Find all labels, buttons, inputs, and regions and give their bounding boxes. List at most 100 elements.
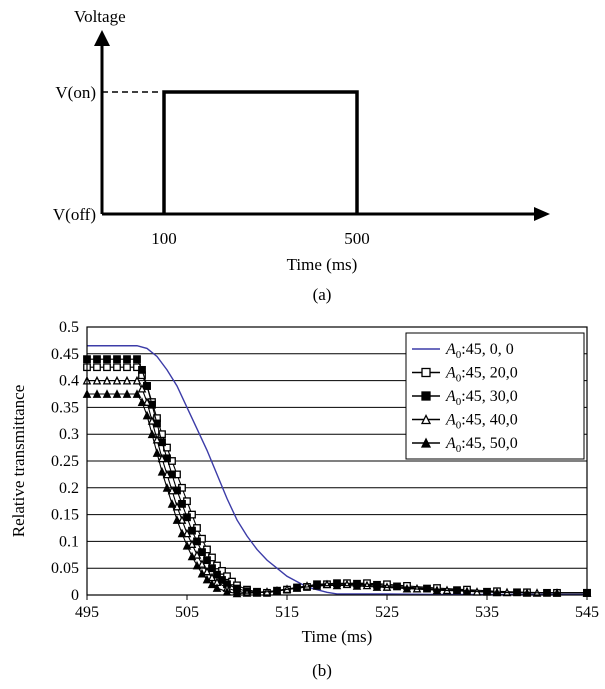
data-point-marker bbox=[113, 363, 121, 372]
data-point-marker bbox=[197, 559, 207, 568]
data-point-marker bbox=[143, 382, 151, 390]
legend-item: A0:45, 30,0 bbox=[412, 388, 518, 408]
data-point-marker bbox=[172, 515, 182, 524]
data-point-marker bbox=[212, 583, 222, 592]
y-tick-label: 0.1 bbox=[59, 533, 79, 550]
data-point-marker bbox=[122, 375, 132, 385]
data-point-marker bbox=[123, 363, 131, 372]
data-point-marker bbox=[157, 453, 167, 463]
x-tick-label: 495 bbox=[75, 604, 99, 621]
legend-label: A0:45, 0, 0 bbox=[445, 341, 514, 361]
data-point-marker bbox=[177, 528, 187, 538]
voltage-pulse-line bbox=[162, 90, 359, 214]
data-point-marker bbox=[137, 383, 147, 393]
data-point-marker bbox=[420, 414, 432, 425]
data-point-marker bbox=[147, 429, 157, 439]
data-point-marker bbox=[352, 581, 362, 590]
data-point-marker bbox=[421, 391, 431, 401]
data-point-marker bbox=[158, 430, 166, 439]
x-tick-label: 505 bbox=[175, 604, 199, 621]
y-tick-label: 0.2 bbox=[59, 480, 79, 497]
voltage-axis-arrow-icon bbox=[94, 30, 110, 46]
y-tick-label: 0.4 bbox=[59, 373, 79, 390]
legend-item: A0:45, 20,0 bbox=[412, 365, 518, 385]
data-point-marker bbox=[93, 363, 101, 372]
series-line bbox=[87, 345, 587, 596]
data-point-marker bbox=[102, 389, 112, 398]
data-point-marker bbox=[393, 582, 401, 591]
data-point-marker bbox=[272, 586, 282, 595]
data-point-marker bbox=[187, 551, 197, 561]
y-tick-label: 0.3 bbox=[59, 426, 79, 443]
data-point-marker bbox=[208, 564, 216, 573]
panel-b-caption: (b) bbox=[312, 661, 332, 680]
legend-item: A0:45, 50,0 bbox=[412, 435, 518, 455]
legend-label: A0:45, 30,0 bbox=[445, 388, 518, 408]
data-point-marker bbox=[142, 410, 152, 420]
data-point-marker bbox=[372, 582, 382, 591]
data-point-marker bbox=[137, 397, 147, 406]
data-point-marker bbox=[312, 581, 322, 590]
data-point-marker bbox=[332, 580, 342, 590]
data-point-marker bbox=[207, 579, 217, 589]
data-point-marker bbox=[123, 355, 131, 364]
data-point-marker bbox=[122, 389, 132, 398]
panel-a-caption: (a) bbox=[313, 285, 332, 304]
data-point-marker bbox=[420, 437, 432, 448]
data-point-marker bbox=[92, 375, 102, 385]
data-point-marker bbox=[152, 434, 162, 444]
data-point-marker bbox=[187, 539, 197, 548]
data-point-marker bbox=[183, 513, 191, 522]
y-tick-label: 0.05 bbox=[51, 560, 79, 577]
data-point-marker bbox=[157, 467, 167, 476]
plot-area-frame bbox=[86, 326, 588, 596]
legend-item: A0:45, 40,0 bbox=[412, 412, 518, 432]
y-tick-label: 0.5 bbox=[59, 319, 79, 336]
data-point-marker bbox=[202, 574, 212, 584]
data-point-marker bbox=[142, 397, 152, 406]
data-point-marker bbox=[178, 499, 186, 508]
y-tick-labels: 0 0.05 0.1 0.15 0.2 0.25 0.3 0.35 0.4 0.45 0.5 bbox=[51, 319, 79, 604]
data-point-marker bbox=[192, 560, 202, 570]
data-point-marker bbox=[197, 568, 207, 578]
data-point-marker bbox=[182, 540, 192, 550]
legend-label: A0:45, 40,0 bbox=[445, 412, 518, 432]
data-point-marker bbox=[133, 355, 141, 364]
data-point-marker bbox=[92, 389, 102, 398]
data-point-marker bbox=[167, 499, 177, 508]
data-point-marker bbox=[152, 448, 162, 457]
data-point-marker bbox=[198, 548, 206, 557]
x-tick-500: 500 bbox=[344, 229, 370, 248]
panel-a: Voltage V(on) V(off) 100 500 Time (ms) (… bbox=[53, 7, 550, 304]
data-point-marker bbox=[103, 355, 111, 364]
data-point-marker bbox=[421, 367, 431, 378]
data-point-marker bbox=[192, 550, 202, 559]
series-4 bbox=[82, 375, 592, 597]
y-tick-label: 0 bbox=[71, 587, 79, 604]
data-point-marker bbox=[103, 363, 111, 372]
data-point-marker bbox=[218, 576, 226, 584]
data-point-marker bbox=[193, 537, 201, 546]
data-point-marker bbox=[113, 355, 121, 364]
data-point-marker bbox=[112, 375, 122, 385]
data-point-marker bbox=[203, 556, 211, 565]
y-tick-label: 0.35 bbox=[51, 399, 79, 416]
data-point-marker bbox=[162, 483, 172, 492]
legend-item: A0:45, 0, 0 bbox=[412, 341, 514, 361]
voltage-axis-label: Voltage bbox=[74, 7, 126, 26]
b-y-axis-label: Relative transmittance bbox=[9, 385, 28, 537]
legend-label: A0:45, 50,0 bbox=[445, 435, 518, 455]
data-point-marker bbox=[292, 583, 302, 592]
data-point-marker bbox=[202, 566, 212, 576]
data-point-marker bbox=[188, 526, 196, 535]
data-point-marker bbox=[112, 389, 122, 398]
x-tick-labels: 495 505 515 525 535 545 bbox=[75, 595, 599, 621]
x-tick-label: 535 bbox=[475, 604, 499, 621]
data-point-marker bbox=[102, 375, 112, 385]
data-point-marker bbox=[402, 583, 412, 593]
v-off-label: V(off) bbox=[53, 205, 96, 224]
b-x-axis-label: Time (ms) bbox=[302, 627, 373, 646]
time-axis-arrow-icon bbox=[534, 207, 550, 221]
legend: A0:45, 0, 0 A0:45, 20,0 A0:45, 30,0 A0:45, … bbox=[405, 332, 585, 460]
